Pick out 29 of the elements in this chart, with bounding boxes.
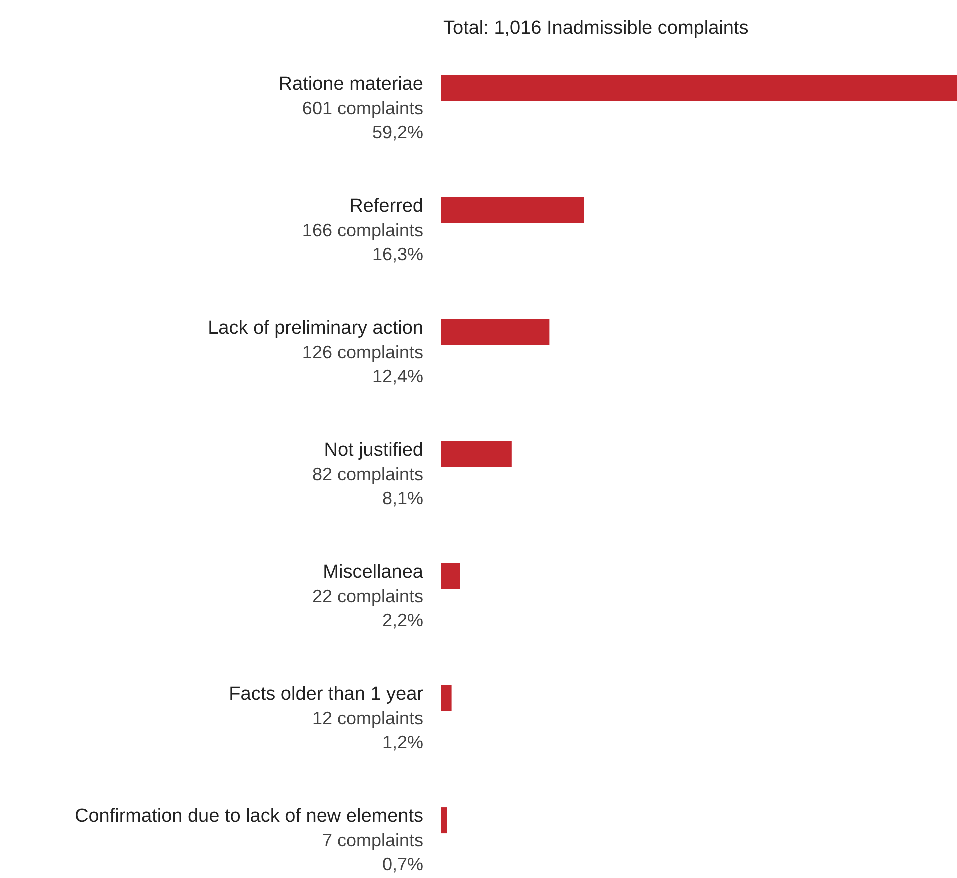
data-label: 126 complaints: [302, 342, 424, 362]
text: 12,4%: [372, 366, 424, 386]
y-tick-label: Lack of preliminary action: [208, 318, 424, 339]
text: 16,3%: [372, 244, 424, 264]
text: Total: 1,016 Inadmissible complaints: [444, 18, 749, 39]
text: 1,2%: [382, 732, 424, 753]
bar: [442, 197, 584, 224]
bar: [442, 563, 460, 590]
bar: [442, 686, 452, 712]
data-label: 12 complaints: [312, 708, 424, 729]
data-label: 82 complaints: [312, 464, 424, 484]
bar: [442, 441, 512, 468]
text: 8,1%: [382, 488, 424, 508]
text: 2,2%: [382, 610, 424, 630]
y-tick-label: Confirmation due to lack of new elements: [74, 806, 424, 828]
y-tick-label: Ratione materiae: [278, 74, 424, 95]
bar: [442, 319, 550, 346]
data-label: 22 complaints: [312, 586, 424, 606]
data-label: 601 complaints: [302, 98, 424, 118]
data-label: 7 complaints: [322, 830, 424, 851]
y-tick-label: Miscellanea: [323, 562, 424, 583]
y-tick-label: Referred: [350, 196, 424, 217]
y-tick-label: Not justified: [324, 440, 424, 461]
bar: [442, 75, 957, 102]
bar: [442, 808, 448, 834]
y-tick-label: Facts older than 1 year: [229, 684, 424, 706]
text: 0,7%: [382, 854, 424, 875]
data-label: 166 complaints: [302, 220, 424, 240]
text: 59,2%: [372, 122, 424, 142]
